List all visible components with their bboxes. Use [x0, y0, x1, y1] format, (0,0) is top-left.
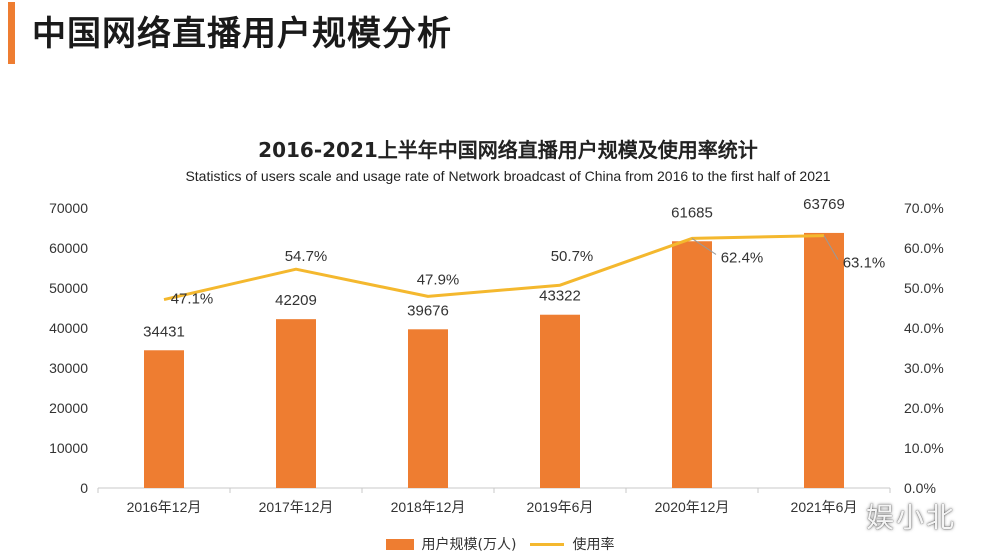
bar-value-label: 43322 — [539, 288, 581, 305]
y-right-tick-label: 20.0% — [904, 400, 944, 416]
x-category-label: 2016年12月 — [127, 499, 202, 515]
line-value-label: 47.9% — [417, 271, 460, 288]
line-value-label: 62.4% — [721, 249, 764, 266]
y-right-tick-label: 10.0% — [904, 440, 944, 456]
legend-bar-label: 用户规模(万人) — [421, 537, 517, 553]
legend-line-swatch — [530, 542, 565, 546]
x-category-label: 2017年12月 — [259, 499, 334, 515]
bar — [276, 319, 316, 488]
x-category-label: 2019年6月 — [527, 499, 594, 515]
bar-value-label: 39676 — [407, 302, 449, 319]
legend-bar-swatch — [385, 538, 414, 550]
y-left-tick-label: 0 — [80, 480, 88, 496]
y-left-tick-label: 70000 — [49, 200, 88, 216]
y-right-tick-label: 0.0% — [904, 480, 936, 496]
y-left-tick-label: 20000 — [49, 400, 88, 416]
y-right-tick-label: 30.0% — [904, 360, 944, 376]
y-right-tick-label: 50.0% — [904, 280, 944, 296]
bar-value-label: 34431 — [143, 323, 185, 340]
page-title: 中国网络直播用户规模分析 — [32, 14, 452, 54]
legend: 用户规模(万人) 使用率 — [0, 534, 992, 554]
x-category-label: 2021年6月 — [791, 499, 858, 515]
bar — [672, 241, 712, 488]
y-left-tick-label: 50000 — [49, 280, 88, 296]
bar-value-label: 42209 — [275, 292, 317, 309]
y-left-tick-label: 10000 — [49, 440, 88, 456]
y-left-tick-label: 60000 — [49, 240, 88, 256]
line-value-label: 63.1% — [843, 255, 886, 272]
line-value-label: 54.7% — [285, 248, 328, 265]
y-right-tick-label: 70.0% — [904, 200, 944, 216]
legend-line-label: 使用率 — [572, 537, 615, 553]
line-label-leader — [823, 235, 839, 260]
bar-value-label: 61685 — [671, 204, 713, 221]
y-left-tick-label: 30000 — [49, 360, 88, 376]
usage-rate-line — [163, 234, 825, 302]
y-left-tick-label: 40000 — [49, 320, 88, 336]
bar — [144, 350, 184, 488]
title-accent-bar — [8, 2, 15, 64]
watermark: 娱小北 — [866, 501, 957, 534]
bar — [540, 314, 580, 488]
y-right-tick-label: 40.0% — [904, 320, 944, 336]
chart-title: 2016-2021上半年中国网络直播用户规模及使用率统计 — [258, 138, 758, 162]
line-value-label: 47.1% — [171, 291, 214, 308]
bar — [408, 329, 448, 488]
x-category-label: 2018年12月 — [391, 499, 466, 515]
y-right-tick-label: 60.0% — [904, 240, 944, 256]
x-category-label: 2020年12月 — [655, 499, 730, 515]
line-label-leader — [691, 237, 717, 255]
chart-subtitle: Statistics of users scale and usage rate… — [185, 168, 831, 184]
bar-value-label: 63769 — [803, 196, 845, 213]
bar — [804, 232, 844, 488]
line-value-label: 50.7% — [551, 248, 594, 265]
